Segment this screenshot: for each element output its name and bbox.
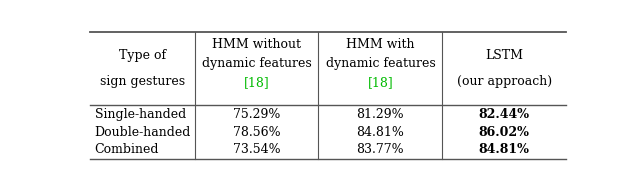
Text: 82.44%: 82.44%	[479, 107, 530, 121]
Text: [18]: [18]	[367, 77, 393, 90]
Text: dynamic features: dynamic features	[202, 57, 312, 70]
Text: HMM with: HMM with	[346, 38, 415, 51]
Text: 84.81%: 84.81%	[356, 125, 404, 139]
Text: 83.77%: 83.77%	[356, 144, 404, 157]
Text: sign gestures: sign gestures	[100, 75, 185, 88]
Text: 73.54%: 73.54%	[233, 144, 280, 157]
Text: Type of: Type of	[119, 49, 166, 62]
Text: Single-handed: Single-handed	[95, 107, 186, 121]
Text: dynamic features: dynamic features	[326, 57, 435, 70]
Text: LSTM: LSTM	[485, 49, 523, 62]
Text: 81.29%: 81.29%	[356, 107, 404, 121]
Text: 86.02%: 86.02%	[479, 125, 530, 139]
Text: [18]: [18]	[244, 77, 269, 90]
Text: 78.56%: 78.56%	[233, 125, 280, 139]
Text: 75.29%: 75.29%	[233, 107, 280, 121]
Text: 84.81%: 84.81%	[479, 144, 530, 157]
Text: HMM without: HMM without	[212, 38, 301, 51]
Text: Double-handed: Double-handed	[95, 125, 191, 139]
Text: (our approach): (our approach)	[456, 75, 552, 88]
Text: Combined: Combined	[95, 144, 159, 157]
